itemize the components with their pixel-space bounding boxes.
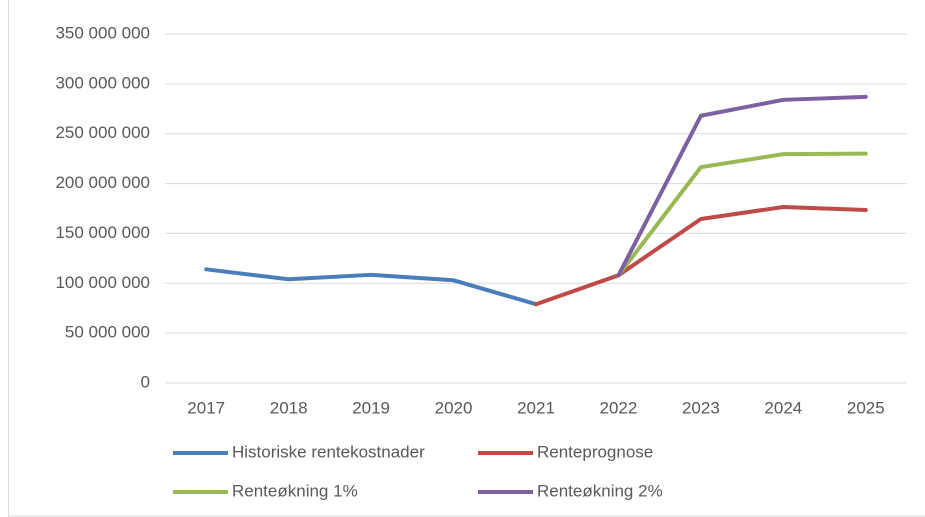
x-tick-label: 2019: [352, 398, 390, 417]
y-tick-label: 200 000 000: [55, 173, 150, 192]
x-tick-label: 2021: [517, 398, 555, 417]
x-tick-label: 2023: [682, 398, 720, 417]
line-series: [616, 151, 868, 278]
legend-label: Renteøkning 1%: [232, 481, 358, 500]
y-tick-label: 250 000 000: [55, 123, 150, 142]
x-tick-label: 2022: [600, 398, 638, 417]
chart-border: [8, 0, 925, 517]
legend-label: Historiske rentekostnader: [232, 442, 425, 461]
line-series: [616, 94, 868, 278]
x-tick-label: 2020: [435, 398, 473, 417]
y-tick-label: 0: [141, 372, 150, 391]
line-series: [534, 205, 868, 307]
y-tick-label: 50 000 000: [65, 323, 150, 342]
x-tick-label: 2025: [847, 398, 885, 417]
y-tick-label: 150 000 000: [55, 223, 150, 242]
y-tick-label: 100 000 000: [55, 273, 150, 292]
x-tick-label: 2018: [270, 398, 308, 417]
legend-label: Renteøkning 2%: [537, 481, 663, 500]
y-tick-label: 300 000 000: [55, 73, 150, 92]
x-tick-label: 2024: [764, 398, 802, 417]
legend-label: Renteprognose: [537, 442, 653, 461]
line-series: [204, 267, 538, 307]
y-tick-label: 350 000 000: [55, 23, 150, 42]
x-tick-label: 2017: [187, 398, 225, 417]
